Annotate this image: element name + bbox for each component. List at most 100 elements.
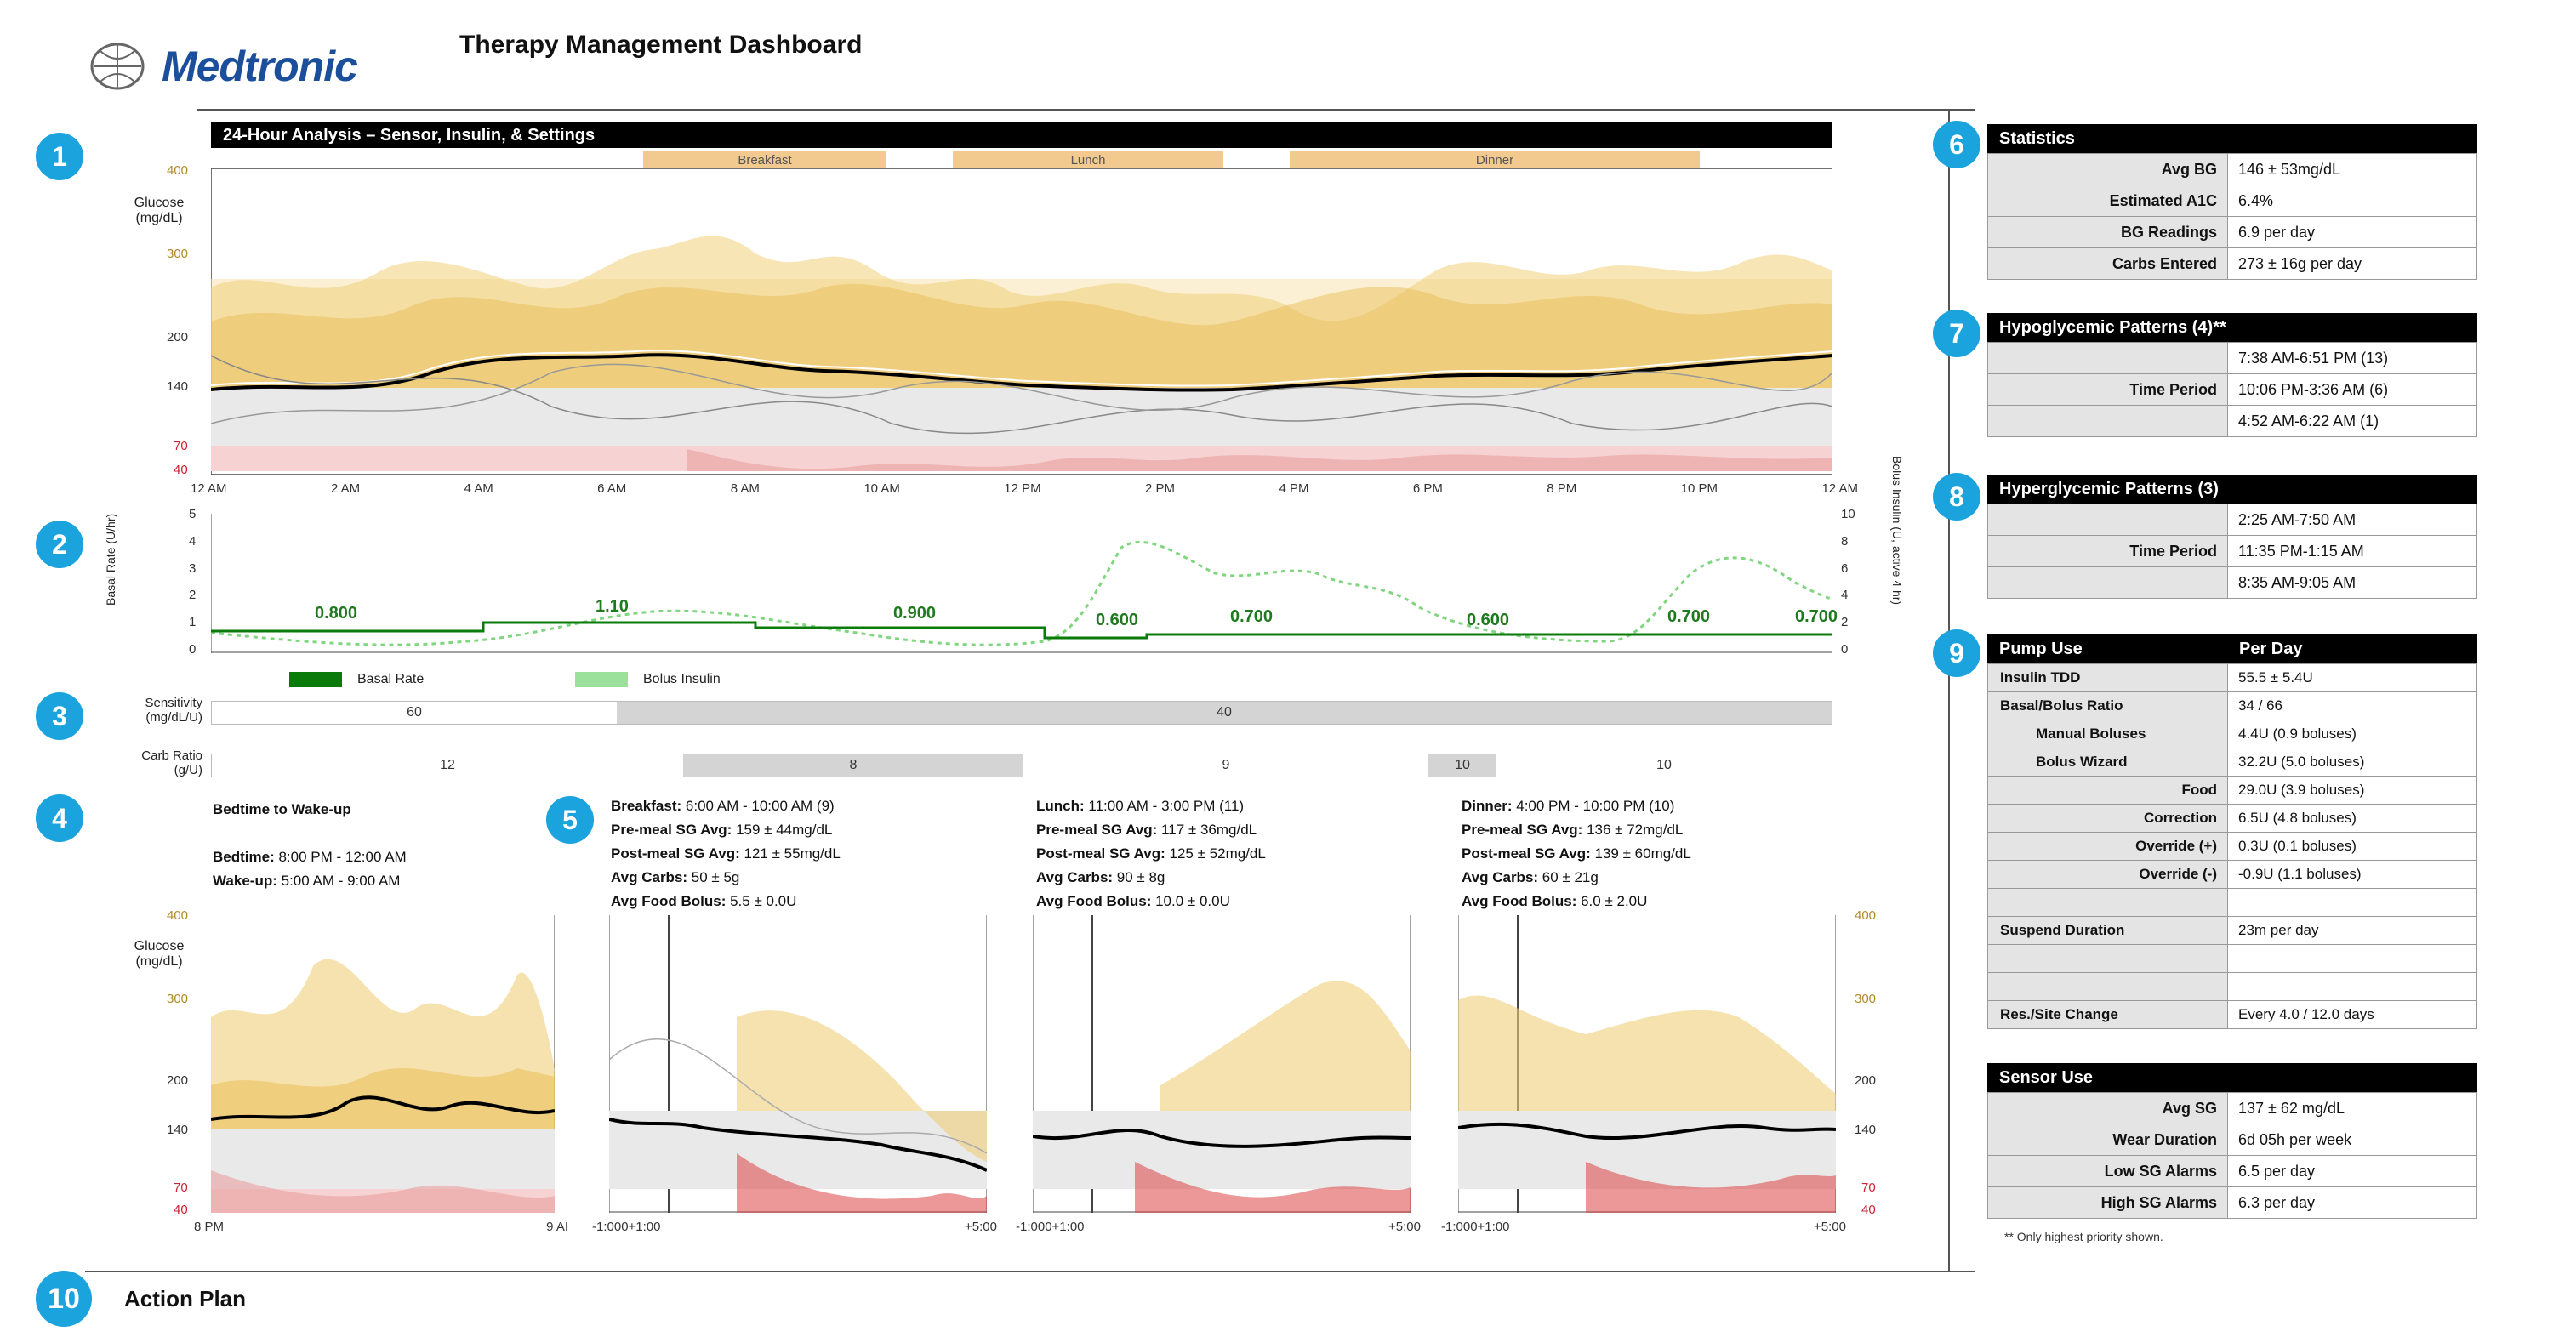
table-row: Res./Site Change Every 4.0 / 12.0 days	[1987, 1000, 2477, 1029]
carb-ratio-label-line1: Carb Ratio	[141, 748, 202, 763]
pump-value: 55.5 ± 5.4U	[2227, 663, 2477, 692]
sensitivity-label: Sensitivity (mg/dL/U)	[100, 696, 202, 725]
info-value: 4:00 PM - 10:00 PM (10)	[1516, 798, 1675, 814]
pump-header-perday: Per Day	[2239, 639, 2303, 658]
bedtime-value: 8:00 PM - 12:00 AM	[278, 849, 407, 865]
x-tick: 0	[1045, 1220, 1052, 1234]
y-tick-200: 200	[167, 1073, 189, 1088]
glucose-axis-label: Glucose (mg/dL)	[121, 196, 197, 226]
hyper-key-empty	[1987, 504, 2228, 536]
info-key: Avg Carbs:	[1036, 869, 1114, 885]
bolus-tick: 2	[1841, 615, 1849, 630]
low-area	[687, 449, 1832, 471]
info-value: 90 ± 8g	[1116, 869, 1165, 885]
bolus-y-axis: 10 8 6 4 2 0	[1841, 507, 1855, 657]
pump-value: -0.9U (1.1 boluses)	[2227, 860, 2477, 889]
table-row: Food 29.0U (3.9 boluses)	[1987, 776, 2477, 805]
pump-value: 6.5U (4.8 boluses)	[2227, 804, 2477, 833]
bottom-divider	[85, 1271, 1975, 1272]
info-key: Pre-meal SG Avg:	[1036, 822, 1158, 838]
y-tick-70: 70	[174, 1181, 188, 1195]
stat-key: Avg BG	[1987, 153, 2228, 185]
pump-value	[2227, 888, 2477, 917]
bolus-tick: 10	[1841, 507, 1855, 521]
pump-key: Bolus Wizard	[1987, 748, 2228, 777]
x-tick: -1:00	[1016, 1220, 1046, 1234]
info-value: 60 ± 21g	[1542, 869, 1599, 885]
pump-value: 29.0U (3.9 boluses)	[2227, 776, 2477, 805]
pump-value	[2227, 972, 2477, 1001]
median-line	[211, 353, 1832, 392]
basal-label: 0.600	[1096, 611, 1139, 629]
breakfast-plot	[609, 915, 987, 1213]
section-badge-10: 10	[36, 1271, 92, 1327]
y-tick-300-right: 300	[1855, 992, 1877, 1006]
hyper-value: 2:25 AM-7:50 AM	[2227, 504, 2477, 536]
bedtime-info: Bedtime to Wake-up Bedtime: 8:00 PM - 12…	[213, 798, 407, 893]
info-key: Breakfast:	[611, 798, 682, 814]
basal-label: 0.700	[1667, 607, 1711, 626]
info-key: Lunch:	[1036, 798, 1085, 814]
info-value: 159 ± 44mg/dL	[736, 822, 833, 838]
carb-segment: 9	[1023, 754, 1428, 777]
analysis-title-bar: 24-Hour Analysis – Sensor, Insulin, & Se…	[211, 122, 1832, 148]
glucose-label-line1: Glucose	[134, 196, 185, 210]
pump-value: Every 4.0 / 12.0 days	[2227, 1000, 2477, 1029]
glucose-label-line1: Glucose	[134, 939, 185, 953]
carb-segment: 10	[1428, 754, 1496, 777]
carb-ratio-label-line2: (g/U)	[174, 763, 202, 777]
statistics-title: Statistics	[1987, 124, 2477, 153]
info-key: Post-meal SG Avg:	[611, 845, 740, 862]
legend-bolus: Bolus Insulin	[575, 672, 721, 687]
hypo-key: Time Period	[1987, 373, 2228, 406]
pump-key: Override (-)	[1987, 860, 2228, 889]
bedtime-x-axis: 8 PM 9 AI	[194, 1220, 568, 1234]
info-value: 136 ± 72mg/dL	[1587, 822, 1684, 838]
medtronic-logo: Medtronic	[85, 41, 358, 92]
pump-key: Override (+)	[1987, 832, 2228, 861]
table-row: Time Period 11:35 PM-1:15 AM	[1987, 535, 2477, 567]
basal-tick: 5	[189, 507, 197, 521]
breakfast-x-axis: -1:00 0 +1:00 +5:00	[592, 1220, 997, 1234]
y-tick-40: 40	[174, 463, 188, 477]
y-tick-40: 40	[174, 1203, 188, 1217]
legend-basal: Basal Rate	[289, 672, 424, 687]
table-row: Correction 6.5U (4.8 boluses)	[1987, 804, 2477, 833]
pump-header-label: Pump Use	[1999, 639, 2083, 658]
bolus-tick: 8	[1841, 533, 1849, 549]
carb-segment: 12	[212, 754, 683, 777]
bolus-tick: 6	[1841, 560, 1849, 576]
basal-tick: 1	[189, 615, 197, 630]
table-row: 4:52 AM-6:22 AM (1)	[1987, 405, 2477, 437]
pump-key	[1987, 972, 2228, 1001]
x-tick: 12 PM	[1004, 481, 1041, 496]
stat-value: 146 ± 53mg/dL	[2227, 153, 2477, 185]
table-row: Time Period 10:06 PM-3:36 AM (6)	[1987, 373, 2477, 406]
hypo-value: 10:06 PM-3:36 AM (6)	[2227, 373, 2477, 406]
stat-value: 273 ± 16g per day	[2227, 247, 2477, 280]
y-tick-70-right: 70	[1861, 1181, 1876, 1195]
sensitivity-label-line1: Sensitivity	[145, 696, 202, 710]
stat-key: Estimated A1C	[1987, 185, 2228, 217]
bedtime-key: Bedtime:	[213, 849, 275, 865]
table-row: BG Readings 6.9 per day	[1987, 216, 2477, 248]
dinner-x-axis: -1:00 0 +1:00 +5:00	[1441, 1220, 1846, 1234]
basal-tick: 2	[189, 588, 197, 603]
lunch-info: Lunch: 11:00 AM - 3:00 PM (11) Pre-meal …	[1036, 794, 1266, 913]
legend-swatch-bolus	[575, 672, 628, 687]
high-area	[211, 236, 1832, 388]
y-tick-200: 200	[167, 330, 189, 344]
pump-header: Pump Use Per Day	[1987, 634, 2477, 663]
x-tick: 10 AM	[863, 481, 900, 496]
hypo-title: Hypoglycemic Patterns (4)**	[1987, 313, 2477, 342]
sensor-key: Avg SG	[1987, 1092, 2228, 1124]
info-value: 125 ± 52mg/dL	[1169, 845, 1266, 862]
basal-label: 1.10	[596, 597, 629, 616]
sensor-value: 6.5 per day	[2227, 1155, 2477, 1187]
sensitivity-label-line2: (mg/dL/U)	[145, 710, 202, 725]
sensor-key: Low SG Alarms	[1987, 1155, 2228, 1187]
y-tick-300: 300	[167, 992, 189, 1006]
table-row: 7:38 AM-6:51 PM (13)	[1987, 342, 2477, 374]
wakeup-key: Wake-up:	[213, 873, 277, 889]
pump-value: 0.3U (0.1 boluses)	[2227, 832, 2477, 861]
